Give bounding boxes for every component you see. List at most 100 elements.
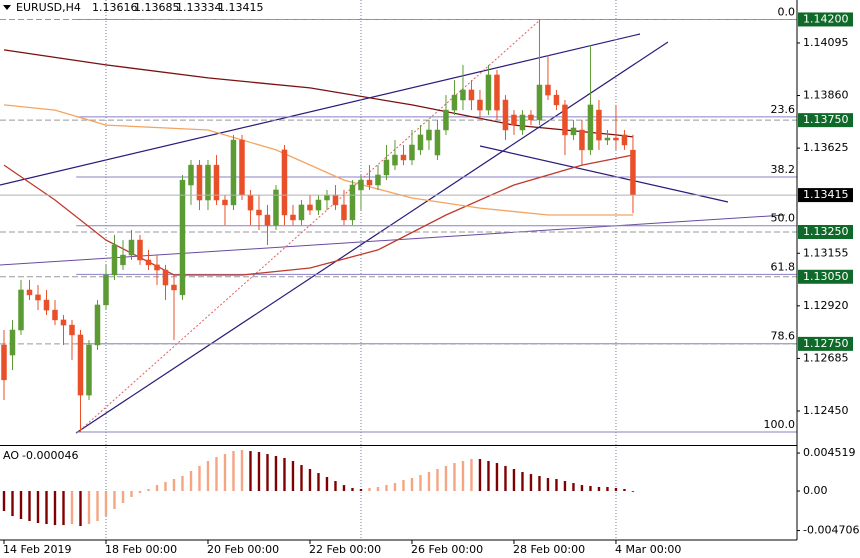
candle-body	[630, 149, 636, 196]
x-tick-label: 28 Feb 00:00	[513, 543, 585, 556]
level-label: 1.13050	[803, 270, 849, 283]
ao-bar	[87, 491, 91, 525]
y2-tick-label: 0.00	[803, 484, 828, 497]
candle-body	[562, 104, 568, 136]
candle-body	[341, 204, 347, 221]
ao-bar	[257, 452, 261, 492]
fib-label: 61.8	[771, 260, 796, 273]
ao-bar	[572, 483, 575, 492]
candle-body	[171, 284, 177, 291]
fib-label: 78.6	[771, 330, 796, 343]
candle-body	[460, 89, 466, 101]
ao-bar	[410, 478, 414, 492]
candle-body	[179, 179, 186, 296]
y-tick-label: 1.13860	[803, 89, 849, 102]
ao-bar	[589, 485, 592, 492]
candle-body	[477, 99, 483, 111]
candle-body	[443, 109, 449, 131]
current-price-box	[798, 188, 853, 203]
y-tick-label: 1.12685	[803, 351, 849, 364]
current-price-label: 1.13415	[803, 188, 849, 201]
ao-bar	[385, 485, 388, 492]
ao-bar	[172, 479, 176, 492]
level-label-box	[798, 225, 853, 240]
moving-average	[3, 104, 633, 216]
ao-bar	[189, 471, 193, 492]
y-tick-label: 1.14095	[803, 36, 849, 49]
ao-bar	[623, 489, 626, 492]
candle-body	[536, 84, 543, 121]
candle-body	[213, 164, 220, 201]
ao-bar	[538, 475, 541, 492]
ao-bar	[249, 451, 252, 492]
symbol-title: EURUSD,H4	[16, 1, 81, 14]
fib-label: 38.2	[771, 163, 796, 176]
candle-body	[358, 179, 364, 191]
level-label: 1.12750	[803, 337, 849, 350]
ao-bar	[2, 491, 6, 512]
ao-bar	[419, 475, 422, 492]
y-tick-label: 1.13155	[803, 246, 849, 259]
y-tick-label: 1.13625	[803, 141, 849, 154]
candle-body	[69, 324, 75, 336]
candle-body	[596, 109, 602, 141]
candle-body	[128, 239, 135, 256]
level-label-box	[798, 336, 853, 351]
y-tick-label: 1.12920	[803, 299, 849, 312]
level-label: 1.13250	[803, 225, 849, 238]
level-label-box	[798, 113, 853, 128]
ao-bar	[104, 491, 108, 517]
candle-body	[103, 274, 109, 306]
candle-body	[604, 137, 611, 141]
x-tick-label: 26 Feb 00:00	[411, 543, 483, 556]
candle-body	[264, 214, 271, 226]
ao-bar	[402, 480, 405, 492]
candle-body	[485, 74, 492, 111]
candle-body	[60, 319, 67, 326]
level-label: 1.13750	[803, 113, 849, 126]
ao-bar	[478, 459, 482, 492]
ao-bar	[45, 491, 48, 525]
candle-body	[188, 164, 194, 186]
candle-body	[77, 334, 84, 396]
candle-body	[315, 199, 322, 211]
ao-bar	[206, 461, 210, 492]
candle-body	[26, 289, 33, 296]
moving-average	[3, 154, 634, 276]
open-price: 1.13616	[92, 1, 138, 14]
candle-body	[145, 259, 152, 266]
candle-body	[392, 154, 398, 166]
ao-bar	[606, 486, 609, 492]
menu-triangle[interactable]	[3, 5, 11, 10]
candle-body	[281, 149, 288, 216]
x-tick-label: 4 Mar 00:00	[615, 543, 681, 556]
x-tick-label: 20 Feb 00:00	[207, 543, 279, 556]
candle-body	[239, 139, 245, 196]
candle-body	[18, 289, 24, 331]
ao-bar	[555, 479, 558, 492]
ao-bar	[36, 491, 40, 524]
close-price: 1.13415	[218, 1, 264, 14]
fib-label: 100.0	[764, 418, 796, 431]
level-label: 1.14200	[803, 12, 849, 25]
candle-body	[528, 114, 534, 121]
ao-bar	[495, 463, 499, 492]
ao-bar	[266, 454, 269, 492]
candle-body	[137, 239, 143, 261]
candle-body	[247, 194, 254, 211]
ao-bar	[155, 485, 159, 492]
candle-body	[43, 299, 50, 311]
candle-body	[290, 214, 296, 221]
candle-body	[383, 159, 390, 176]
trend-line	[479, 145, 729, 203]
ao-bar	[631, 491, 635, 492]
candle-body	[332, 194, 339, 206]
ao-bar	[147, 489, 150, 492]
ao-bar	[436, 469, 439, 492]
candle-body	[230, 139, 237, 206]
candle-body	[196, 164, 203, 201]
indicator-value: -0.000046	[22, 449, 78, 462]
ao-bar	[223, 454, 227, 492]
fib-label: 50.0	[771, 212, 796, 225]
